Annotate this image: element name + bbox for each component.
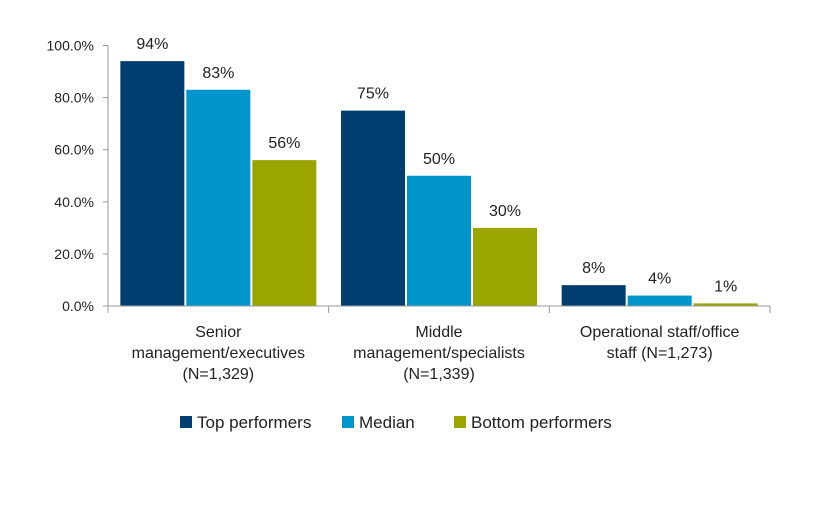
x-category-label: Middle management/specialists (N=1,339) [353, 324, 525, 383]
y-tick-label: 40.0% [54, 194, 94, 210]
y-tick-label: 80.0% [54, 90, 94, 106]
bar [341, 110, 405, 306]
data-labels: 94% 83% 56% 75% 50% 30% 8% 4% 1% [136, 36, 737, 295]
y-tick-label: 0.0% [62, 298, 94, 314]
data-label: 8% [582, 260, 605, 277]
bar [252, 160, 317, 306]
y-axis: 0.0% 20.0% 40.0% 60.0% 80.0% 100.0% [47, 38, 109, 314]
data-label: 75% [357, 86, 389, 103]
bars [120, 61, 758, 306]
bar [186, 89, 251, 306]
bar [693, 303, 758, 306]
y-tick-label: 20.0% [54, 246, 94, 262]
data-label: 50% [423, 151, 455, 168]
bar [407, 175, 471, 306]
legend-swatch [342, 416, 354, 428]
bar [473, 227, 537, 306]
data-label: 83% [202, 65, 234, 82]
data-label: 56% [268, 135, 300, 152]
x-category-label: Senior management/executives (N=1,329) [132, 324, 305, 383]
bar [561, 285, 626, 306]
legend-label: Top performers [197, 413, 311, 432]
legend-swatch [180, 416, 192, 428]
legend-swatch [454, 416, 466, 428]
bar [120, 61, 185, 306]
legend-label: Bottom performers [471, 413, 612, 432]
data-label: 4% [648, 271, 671, 288]
legend-label: Median [359, 413, 415, 432]
x-axis: Senior management/executives (N=1,329) Midd… [107, 305, 771, 383]
data-label: 1% [714, 278, 737, 295]
data-label: 94% [136, 36, 168, 53]
x-category-label: Operational staff/office staff (N=1,273) [580, 324, 740, 362]
y-tick-label: 100.0% [47, 38, 94, 54]
legend: Top performers Median Bottom performers [180, 413, 612, 432]
y-tick-label: 60.0% [54, 142, 94, 158]
bar [627, 295, 692, 306]
data-label: 30% [489, 203, 521, 220]
